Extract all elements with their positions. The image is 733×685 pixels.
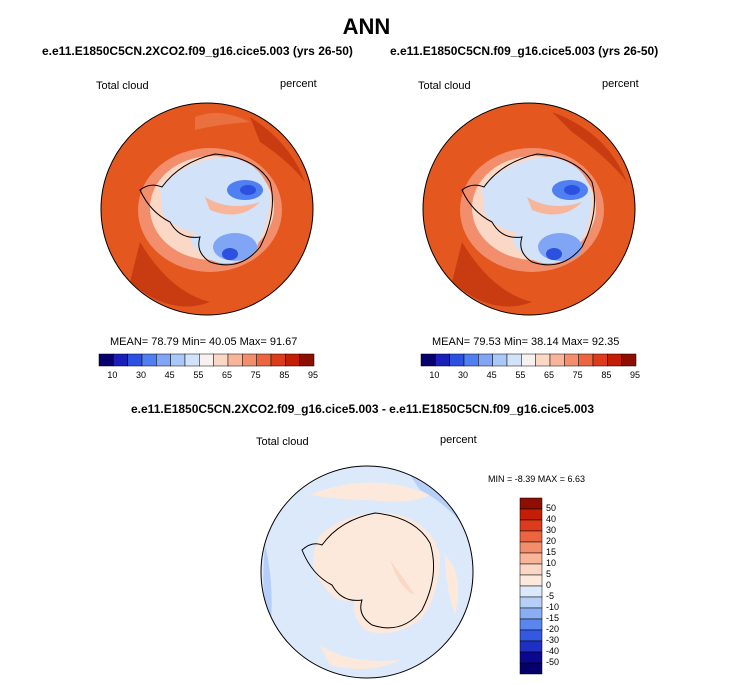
- panel-1-units-label: percent: [280, 78, 317, 90]
- panel-2-colorbar-cell: [506, 353, 522, 367]
- panel-2-colorbar-tick-label: 75: [572, 370, 583, 380]
- panel-2-colorbar-tick-label: 85: [601, 370, 612, 380]
- diff-colorbar-cell: [519, 563, 543, 576]
- diff-colorbar-tick-label: -40: [546, 646, 560, 656]
- panel-2-colorbar-cell: [435, 353, 450, 367]
- panel-2-colorbar-cell: [535, 353, 551, 367]
- panel-2-colorbar-cell: [478, 353, 493, 367]
- diff-stats: MIN = -8.39 MAX = 6.63: [488, 474, 586, 484]
- panel-1-colorbar-cell: [127, 353, 143, 367]
- panel-2-colorbar-cell: [463, 353, 479, 367]
- diff-colorbar-tick-label: -10: [546, 602, 560, 612]
- panel-2-colorbar-tick-label: 65: [544, 370, 555, 380]
- diff-colorbar-tick-label: -30: [546, 635, 560, 645]
- diff-polar-map: [260, 465, 474, 679]
- diff-colorbar-tick-label: 40: [546, 514, 557, 524]
- diff-colorbar-cell: [519, 662, 543, 675]
- diff-colorbar-tick-label: 10: [546, 558, 557, 568]
- panel-2-colorbar-tick-label: 30: [458, 370, 469, 380]
- diff-colorbar-cell: [519, 519, 543, 532]
- figure-title: ANN: [342, 14, 391, 39]
- panel-1-colorbar-tick-label: 30: [136, 370, 147, 380]
- panel-1-colorbar: [98, 353, 315, 367]
- diff-units-label: percent: [440, 434, 477, 446]
- panel-1-colorbar-cell: [285, 353, 300, 367]
- diff-colorbar-cell: [519, 596, 543, 609]
- panel-2-colorbar: [420, 353, 637, 367]
- panel-1-colorbar-cell: [213, 353, 229, 367]
- panel-1-colorbar-cell: [156, 353, 171, 367]
- diff-colorbar-tick-label: 50: [546, 503, 557, 513]
- panel-1-colorbar-tick-label: 85: [279, 370, 290, 380]
- diff-colorbar-tick-label: 5: [546, 569, 552, 579]
- diff-colorbar-cell: [519, 618, 543, 631]
- panel-1-colorbar-labels: 10 30 45 55 65 75 85 95: [99, 370, 318, 382]
- diff-colorbar-tick-label: -5: [546, 591, 555, 601]
- panel-2-colorbar-cell: [592, 353, 608, 367]
- diff-colorbar-tick-label: -50: [546, 657, 560, 667]
- diff-colorbar-cell: [519, 585, 543, 598]
- diff-colorbar-cell: [519, 508, 543, 521]
- diff-colorbar-tick-label: -20: [546, 624, 560, 634]
- diff-colorbar-cell: [519, 552, 543, 565]
- panel-1-colorbar-cell: [98, 353, 114, 367]
- panel-2-colorbar-cell: [607, 353, 622, 367]
- diff-colorbar-cell: [519, 607, 543, 620]
- panel-2-case-title: e.e11.E1850C5CN.f09_g16.cice5.003 (yrs 2…: [390, 44, 659, 58]
- diff-colorbar-tick-label: 30: [546, 525, 557, 535]
- panel-1-colorbar-cell: [270, 353, 286, 367]
- panel-2-stats: MEAN= 79.53 Min= 38.14 Max= 92.35: [432, 336, 620, 348]
- panel-1-colorbar-tick-label: 10: [107, 370, 118, 380]
- panel-2-colorbar-labels: 10 30 45 55 65 75 85 95: [421, 370, 640, 382]
- panel-1-colorbar-cell: [242, 353, 257, 367]
- panel-1-colorbar-tick-label: 55: [193, 370, 204, 380]
- diff-colorbar-labels: 50 40 30 20 15 10 5 0 -5 -10 -15 -20 -30 -40 -50: [546, 498, 576, 674]
- panel-1-stats: MEAN= 78.79 Min= 40.05 Max= 91.67: [110, 336, 298, 348]
- diff-colorbar-cell: [519, 574, 543, 587]
- diff-case-title: e.e11.E1850C5CN.2XCO2.f09_g16.cice5.003 …: [131, 402, 594, 416]
- panel-1-colorbar-cell: [199, 353, 214, 367]
- panel-2-variable-label: Total cloud: [418, 80, 471, 92]
- diff-colorbar-cell: [519, 651, 543, 664]
- panel-2-colorbar-cell: [578, 353, 594, 367]
- panel-2-colorbar-tick-label: 55: [515, 370, 526, 380]
- panel-1-colorbar-cell: [227, 353, 243, 367]
- panel-1-case-title: e.e11.E1850C5CN.2XCO2.f09_g16.cice5.003 …: [42, 44, 353, 58]
- panel-1-colorbar-tick-label: 45: [164, 370, 175, 380]
- diff-colorbar-cell: [519, 541, 543, 554]
- panel-2-units-label: percent: [602, 78, 639, 90]
- diff-colorbar-tick-label: -15: [546, 613, 560, 623]
- diff-colorbar-tick-label: 0: [546, 580, 552, 590]
- panel-1-colorbar-tick-label: 95: [308, 370, 319, 380]
- panel-2-colorbar-tick-label: 95: [630, 370, 641, 380]
- diff-colorbar-tick-label: 15: [546, 547, 557, 557]
- panel-2-polar-map: [422, 102, 636, 316]
- panel-2-colorbar-cell: [621, 353, 637, 367]
- panel-2-colorbar-cell: [492, 353, 508, 367]
- diff-colorbar-cell: [519, 497, 543, 510]
- panel-1-colorbar-cell: [141, 353, 157, 367]
- diff-colorbar-tick-label: 20: [546, 536, 557, 546]
- diff-colorbar-cell: [519, 629, 543, 642]
- panel-2-colorbar-cell: [420, 353, 436, 367]
- panel-1-polar-map: [100, 102, 314, 316]
- panel-1-colorbar-cell: [299, 353, 315, 367]
- panel-1-colorbar-cell: [184, 353, 200, 367]
- panel-1-colorbar-tick-label: 75: [250, 370, 261, 380]
- panel-1-colorbar-cell: [256, 353, 272, 367]
- panel-1-colorbar-tick-label: 65: [222, 370, 233, 380]
- panel-2-colorbar-cell: [549, 353, 565, 367]
- panel-1-variable-label: Total cloud: [96, 80, 149, 92]
- diff-variable-label: Total cloud: [256, 436, 309, 448]
- diff-colorbar-cell: [519, 640, 543, 653]
- panel-2-colorbar-cell: [521, 353, 536, 367]
- panel-2-colorbar-tick-label: 45: [486, 370, 497, 380]
- panel-1-colorbar-cell: [170, 353, 186, 367]
- diff-colorbar-cell: [519, 530, 543, 543]
- diff-colorbar: [519, 497, 543, 675]
- panel-2-colorbar-cell: [564, 353, 579, 367]
- panel-2-colorbar-tick-label: 10: [429, 370, 440, 380]
- panel-2-colorbar-cell: [449, 353, 465, 367]
- panel-1-colorbar-cell: [113, 353, 128, 367]
